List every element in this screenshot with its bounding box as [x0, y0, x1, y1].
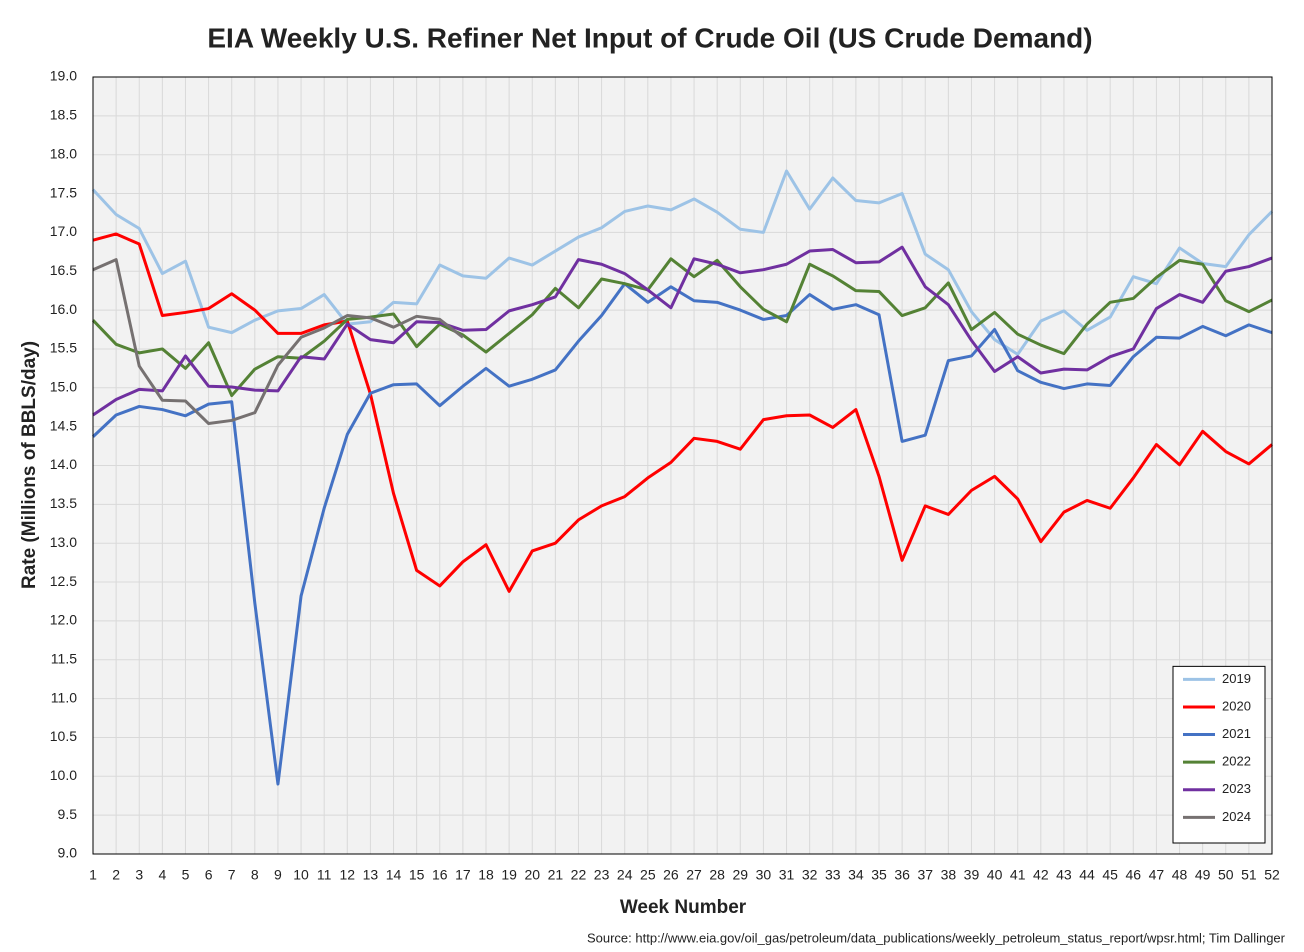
x-tick-label: 22 [571, 867, 587, 883]
series-line [92, 258, 464, 426]
y-tick-label: 13.5 [50, 495, 77, 511]
legend-box [1172, 665, 1266, 844]
x-tick-label: 42 [1033, 867, 1049, 883]
x-tick-label: 48 [1172, 867, 1188, 883]
series-line [91, 257, 1273, 398]
x-tick-label: 34 [848, 867, 864, 883]
x-tick-label: 45 [1102, 867, 1118, 883]
x-tick-label: 35 [871, 867, 887, 883]
x-tick-label: 18 [478, 867, 494, 883]
x-tick-label: 27 [686, 867, 702, 883]
x-tick-label: 6 [205, 867, 213, 883]
y-tick-label: 10.0 [50, 767, 77, 783]
y-tick-label: 16.0 [50, 301, 77, 317]
x-tick-label: 5 [182, 867, 190, 883]
x-tick-label: 12 [340, 867, 356, 883]
y-tick-label: 9.5 [58, 806, 78, 822]
y-tick-label: 15.5 [50, 340, 77, 356]
x-tick-label: 44 [1079, 867, 1095, 883]
y-tick-label: 13.0 [50, 534, 77, 550]
x-tick-label: 7 [228, 867, 236, 883]
y-tick-label: 12.5 [50, 573, 77, 589]
x-tick-label: 4 [158, 867, 166, 883]
x-tick-label: 14 [386, 867, 402, 883]
x-tick-label: 15 [409, 867, 425, 883]
chart-title: EIA Weekly U.S. Refiner Net Input of Cru… [207, 22, 1092, 53]
x-axis-label: Week Number [620, 897, 747, 918]
x-tick-label: 49 [1195, 867, 1211, 883]
x-tick-label: 11 [317, 867, 332, 883]
y-tick-label: 10.5 [50, 728, 77, 744]
x-tick-label: 43 [1056, 867, 1072, 883]
x-tick-label: 9 [274, 867, 282, 883]
x-tick-label: 23 [594, 867, 610, 883]
x-tick-label: 38 [941, 867, 957, 883]
x-tick-label: 39 [964, 867, 980, 883]
x-tick-label: 37 [917, 867, 933, 883]
x-tick-label: 24 [617, 867, 633, 883]
x-tick-label: 32 [802, 867, 818, 883]
legend-label: 2022 [1222, 754, 1251, 769]
y-tick-label: 19.0 [50, 68, 77, 84]
y-tick-label: 18.0 [50, 145, 77, 161]
x-tick-label: 41 [1010, 867, 1026, 883]
series-line [91, 282, 1273, 786]
x-tick-label: 21 [548, 867, 564, 883]
x-tick-label: 1 [89, 867, 97, 883]
y-tick-label: 11.5 [51, 650, 77, 666]
plot-frame [92, 76, 1273, 855]
x-tick-label: 52 [1264, 867, 1280, 883]
y-tick-label: 15.0 [50, 379, 77, 395]
y-tick-label: 14.0 [50, 456, 77, 472]
x-tick-label: 19 [501, 867, 517, 883]
legend-label: 2020 [1222, 698, 1251, 713]
y-tick-label: 17.5 [50, 184, 77, 200]
legend-label: 2019 [1222, 671, 1251, 686]
x-tick-label: 29 [733, 867, 749, 883]
series-line [91, 169, 1274, 356]
x-tick-label: 40 [987, 867, 1003, 883]
y-tick-label: 12.0 [50, 612, 77, 628]
x-tick-label: 36 [894, 867, 910, 883]
x-tick-label: 3 [135, 867, 143, 883]
x-tick-label: 28 [709, 867, 725, 883]
x-tick-label: 50 [1218, 867, 1234, 883]
y-tick-label: 9.0 [58, 845, 78, 861]
x-tick-label: 13 [363, 867, 379, 883]
legend-label: 2023 [1222, 781, 1251, 796]
series-line [92, 232, 1273, 593]
x-tick-label: 31 [779, 867, 795, 883]
series-line [92, 245, 1273, 417]
x-tick-label: 26 [663, 867, 679, 883]
y-tick-label: 11.0 [51, 689, 77, 705]
x-tick-label: 17 [455, 867, 471, 883]
x-tick-label: 2 [112, 867, 120, 883]
x-tick-label: 25 [640, 867, 656, 883]
y-axis-label: Rate (Millions of BBLS/day) [19, 341, 40, 589]
y-tick-label: 16.5 [50, 262, 77, 278]
x-tick-label: 33 [825, 867, 841, 883]
y-tick-label: 18.5 [50, 107, 77, 123]
x-tick-label: 20 [524, 867, 540, 883]
x-tick-label: 10 [293, 867, 309, 883]
y-tick-label: 17.0 [50, 223, 77, 239]
source-note: Source: http://www.eia.gov/oil_gas/petro… [587, 930, 1286, 945]
legend-label: 2021 [1222, 726, 1251, 741]
x-tick-label: 30 [756, 867, 772, 883]
x-tick-label: 47 [1149, 867, 1165, 883]
x-tick-label: 46 [1126, 867, 1142, 883]
legend-label: 2024 [1222, 809, 1251, 824]
x-tick-label: 16 [432, 867, 448, 883]
x-tick-label: 8 [251, 867, 259, 883]
y-tick-label: 14.5 [50, 417, 77, 433]
x-tick-label: 51 [1241, 867, 1257, 883]
